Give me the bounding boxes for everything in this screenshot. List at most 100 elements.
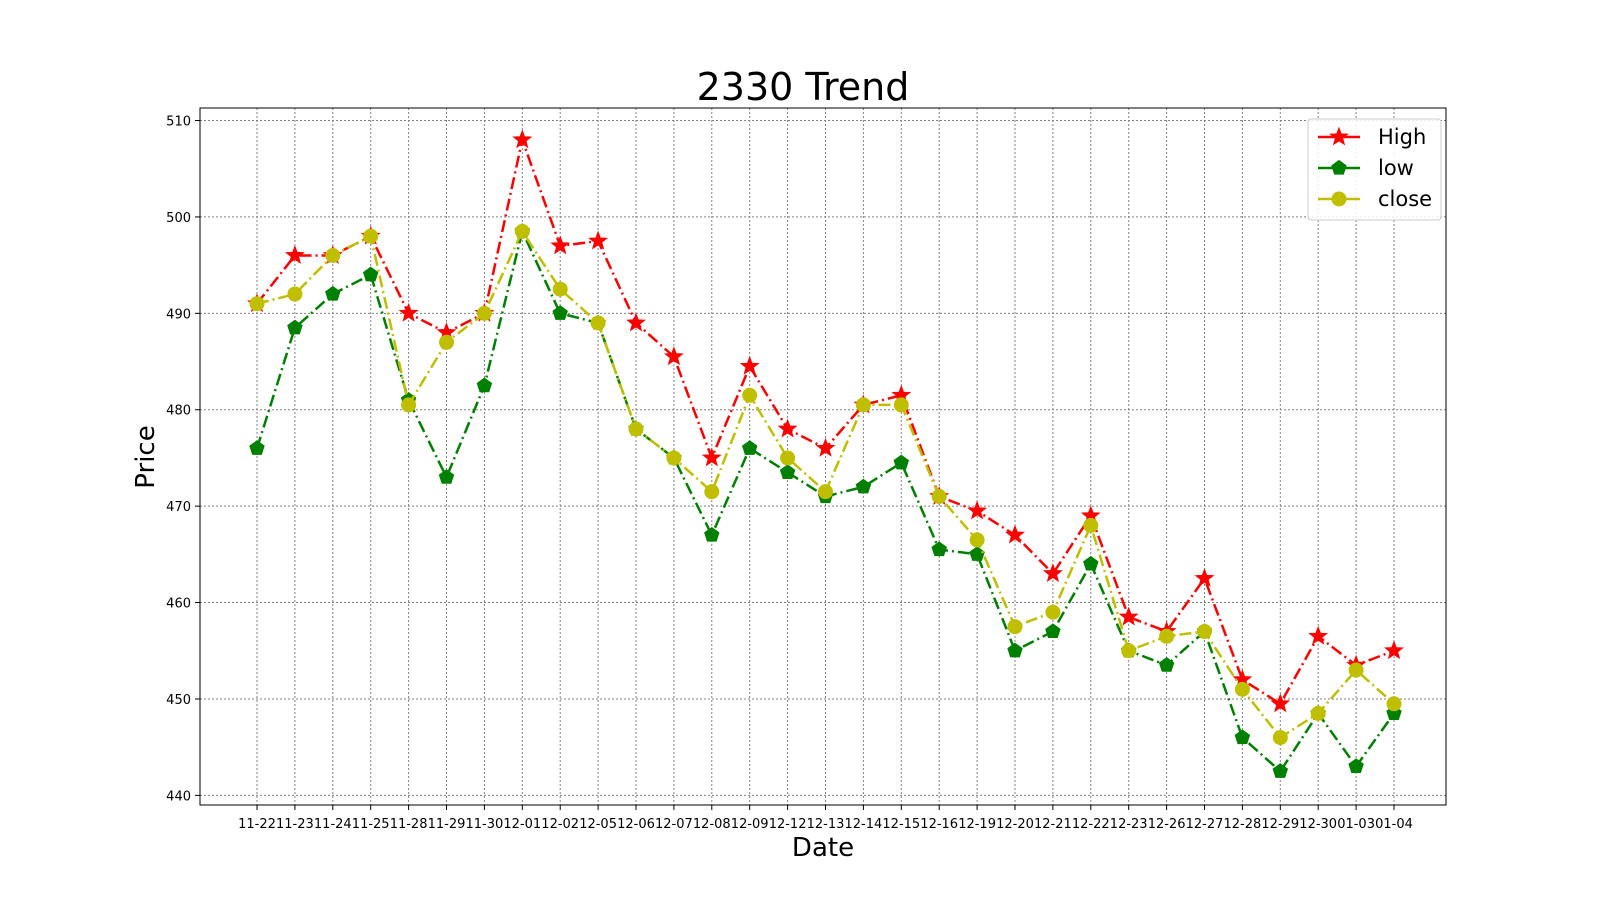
data-point-high xyxy=(1118,606,1139,626)
data-point-high xyxy=(512,129,533,149)
data-point-close xyxy=(287,286,303,302)
data-point-high xyxy=(1308,625,1329,645)
legend-label: low xyxy=(1378,156,1414,180)
x-axis: 11-22 11-23 11-24 11-25 11-28 11-29 11-30 12-01… xyxy=(238,805,1413,832)
x-tick-label: 12-20 xyxy=(996,817,1034,832)
x-tick-label: 12-19 xyxy=(958,817,996,832)
legend-item-low: low xyxy=(1318,156,1414,180)
data-point-close xyxy=(704,484,720,500)
legend-marker xyxy=(1329,126,1349,146)
y-tick-label: 460 xyxy=(166,597,191,612)
data-point-close xyxy=(931,489,947,505)
data-point-close xyxy=(476,305,492,321)
data-point-close xyxy=(590,315,606,331)
x-tick-label: 12-08 xyxy=(693,817,731,832)
data-point-close xyxy=(742,387,758,403)
data-point-high xyxy=(626,312,646,332)
x-axis-label: Date xyxy=(792,833,854,863)
y-tick-label: 490 xyxy=(166,307,191,322)
x-tick-label: 01-03 xyxy=(1337,817,1375,832)
data-point-low xyxy=(1158,657,1175,672)
data-point-close xyxy=(818,484,833,500)
legend-item-close: close xyxy=(1318,187,1432,211)
x-tick-label: 12-07 xyxy=(655,817,693,832)
legend-marker xyxy=(1331,191,1347,207)
data-point-close xyxy=(1045,604,1061,620)
legend: High low close xyxy=(1307,118,1442,221)
data-point-close xyxy=(1386,696,1402,712)
series-close xyxy=(249,223,1402,746)
data-point-close xyxy=(666,450,682,466)
y-tick-label: 500 xyxy=(166,211,191,226)
data-point-close xyxy=(1310,705,1326,721)
data-point-low xyxy=(1272,763,1289,778)
data-point-close xyxy=(1159,628,1175,644)
legend-marker xyxy=(1331,159,1347,175)
grid xyxy=(200,108,1446,805)
x-tick-label: 01-04 xyxy=(1375,817,1413,832)
x-tick-label: 12-01 xyxy=(503,817,541,832)
data-point-low xyxy=(1348,758,1364,774)
data-point-low xyxy=(931,541,947,557)
data-point-high xyxy=(550,235,571,255)
x-tick-label: 11-22 xyxy=(238,817,276,832)
data-point-low xyxy=(287,319,303,335)
x-tick-label: 12-23 xyxy=(1110,817,1148,832)
data-point-close xyxy=(1121,643,1137,659)
data-point-high xyxy=(1194,568,1215,587)
data-point-close xyxy=(1197,623,1212,639)
legend-item-high: High xyxy=(1318,125,1426,149)
x-tick-label: 12-30 xyxy=(1299,817,1337,832)
data-point-high xyxy=(1042,563,1063,583)
data-point-low xyxy=(476,377,493,393)
data-point-high xyxy=(1270,693,1291,713)
x-tick-label: 11-29 xyxy=(428,817,466,832)
x-tick-label: 11-30 xyxy=(466,817,504,832)
x-tick-label: 11-28 xyxy=(390,817,428,832)
x-tick-label: 12-26 xyxy=(1148,817,1186,832)
data-point-low xyxy=(969,546,985,561)
data-point-high xyxy=(967,500,988,520)
y-axis: 440 450 460 470 480 490 500 510 xyxy=(166,115,200,804)
x-tick-label: 11-25 xyxy=(352,817,390,832)
x-tick-label: 12-06 xyxy=(617,817,655,832)
legend-label: High xyxy=(1378,125,1426,149)
data-point-low xyxy=(325,285,341,301)
x-tick-label: 12-28 xyxy=(1224,817,1262,832)
y-tick-label: 510 xyxy=(166,115,191,130)
x-tick-label: 12-29 xyxy=(1261,817,1299,832)
x-tick-label: 12-22 xyxy=(1072,817,1110,832)
data-point-high xyxy=(701,447,722,467)
y-axis-label: Price xyxy=(131,425,161,488)
data-point-close xyxy=(1272,730,1288,746)
data-point-close xyxy=(1348,662,1364,678)
y-tick-label: 470 xyxy=(166,500,191,515)
data-point-low xyxy=(1234,729,1251,745)
x-tick-label: 12-14 xyxy=(845,817,883,832)
data-point-low xyxy=(1007,642,1023,658)
data-point-close xyxy=(1234,681,1250,697)
data-point-high xyxy=(588,230,609,250)
data-point-low xyxy=(362,266,379,282)
data-point-low xyxy=(1045,623,1061,639)
x-tick-label: 11-23 xyxy=(276,817,314,832)
data-point-high xyxy=(1005,524,1025,544)
data-point-close xyxy=(893,397,909,413)
x-tick-label: 12-16 xyxy=(920,817,958,832)
data-point-close xyxy=(628,421,644,437)
data-point-high xyxy=(284,245,305,264)
data-point-low xyxy=(893,454,910,470)
plot-area-frame xyxy=(199,107,1447,806)
data-point-high xyxy=(663,346,684,366)
x-tick-label: 12-15 xyxy=(882,817,920,832)
data-point-close xyxy=(1083,517,1099,533)
data-point-low xyxy=(552,305,568,320)
data-point-high xyxy=(1384,640,1404,660)
y-tick-label: 480 xyxy=(166,404,191,419)
x-tick-label: 11-24 xyxy=(314,817,352,832)
data-point-close xyxy=(249,296,265,312)
data-point-close xyxy=(401,397,417,413)
data-point-low xyxy=(438,469,455,484)
x-tick-label: 12-12 xyxy=(769,817,807,832)
x-tick-label: 12-27 xyxy=(1186,817,1224,832)
